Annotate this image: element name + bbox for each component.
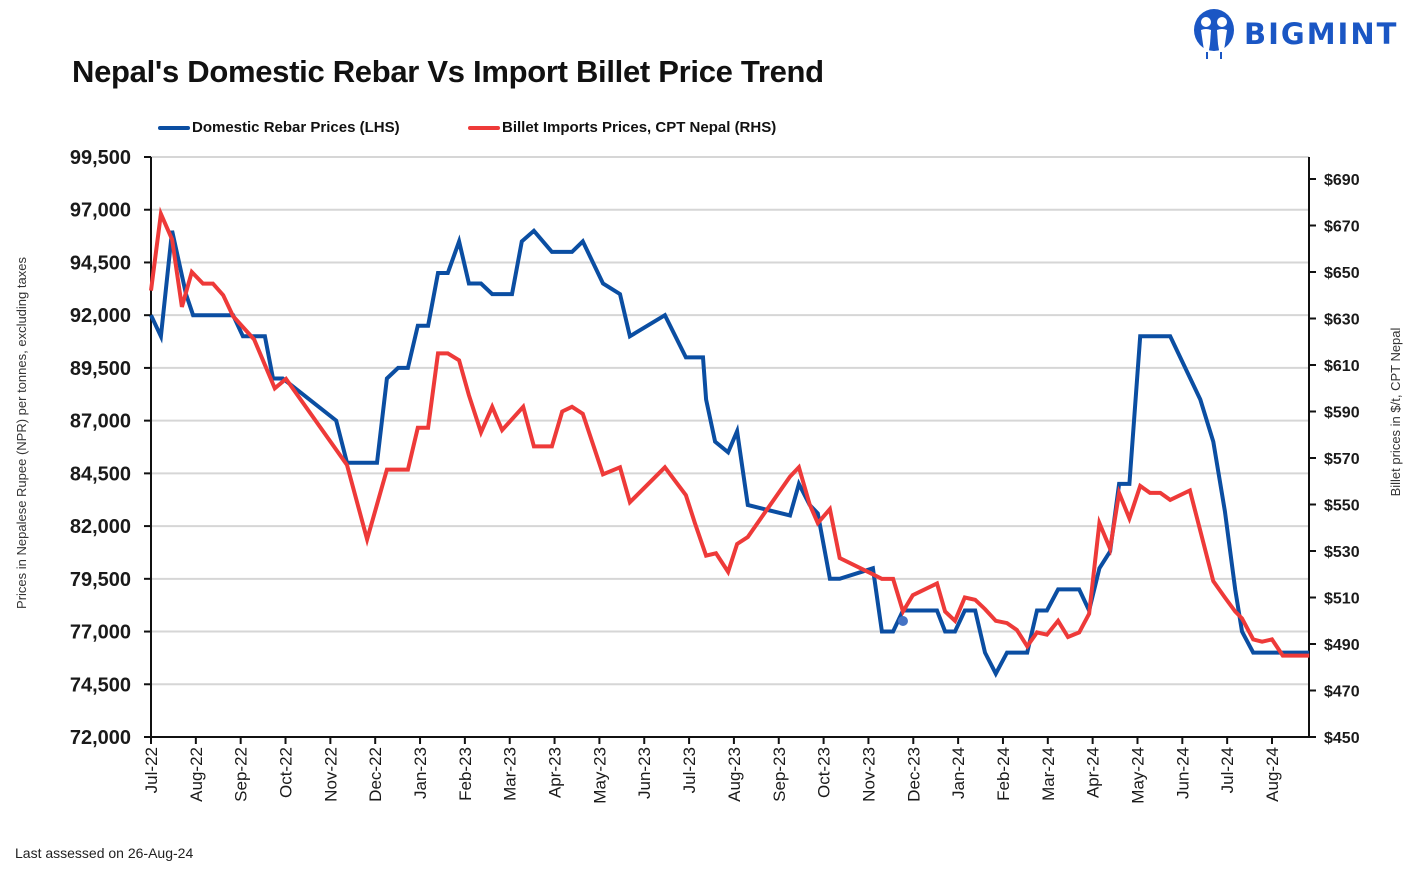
y-right-tick-label: $450 <box>1324 730 1360 747</box>
bigmint-people-icon <box>1194 9 1234 59</box>
x-tick-label: Jan-24 <box>949 747 968 799</box>
y-right-tick-label: $670 <box>1324 219 1360 236</box>
y-right-tick-label: $470 <box>1324 684 1360 701</box>
brand-logo: BIGMINT <box>1192 8 1398 60</box>
axes <box>150 157 1310 738</box>
y-left-tick-label: 87,000 <box>70 411 131 433</box>
x-tick-label: Mar-23 <box>501 747 520 801</box>
y-left-tick-label: 74,500 <box>70 674 131 696</box>
x-tick-label: Jul-23 <box>680 747 699 793</box>
x-tick-label: Jul-22 <box>142 747 161 793</box>
y-left-ticks: 72,000 74,500 77,000 79,500 82,000 84,500 87,0… <box>70 147 151 749</box>
y-right-tick-label: $610 <box>1324 358 1360 375</box>
x-tick-label: Mar-24 <box>1039 747 1058 801</box>
x-tick-label: Jun-24 <box>1173 747 1192 799</box>
y-right-tick-label: $630 <box>1324 312 1360 329</box>
y-left-tick-label: 89,500 <box>70 358 131 380</box>
y-left-tick-label: 77,000 <box>70 622 131 644</box>
legend-item-rebar: Domestic Rebar Prices (LHS) <box>158 119 400 136</box>
y-left-tick-label: 99,500 <box>70 147 131 169</box>
y-left-tick-label: 82,000 <box>70 516 131 538</box>
x-tick-label: Oct-23 <box>815 747 834 798</box>
y-left-tick-label: 84,500 <box>70 463 131 485</box>
x-tick-label: May-23 <box>590 747 609 804</box>
y-right-tick-label: $550 <box>1324 498 1360 515</box>
x-tick-label: Aug-22 <box>187 747 206 802</box>
legend-label-billet: Billet Imports Prices, CPT Nepal (RHS) <box>502 119 777 136</box>
x-tick-label: Oct-22 <box>277 747 296 798</box>
y-right-tick-label: $510 <box>1324 591 1360 608</box>
chart-title: Nepal's Domestic Rebar Vs Import Billet … <box>72 54 824 89</box>
x-tick-label: Apr-23 <box>546 747 565 798</box>
series-lines <box>149 206 1310 679</box>
x-tick-label: Nov-22 <box>321 747 340 802</box>
y-right-tick-label: $490 <box>1324 637 1360 654</box>
y-right-tick-label: $590 <box>1324 405 1360 422</box>
x-tick-label: Jul-24 <box>1218 747 1237 793</box>
x-tick-label: May-24 <box>1128 747 1147 804</box>
x-tick-label: Sep-22 <box>232 747 251 802</box>
y-right-tick-label: $530 <box>1324 544 1360 561</box>
legend-label-rebar: Domestic Rebar Prices (LHS) <box>192 119 400 136</box>
annotations <box>897 616 908 626</box>
data-point-marker <box>897 616 908 626</box>
x-ticks: Jul-22 Aug-22 Sep-22 Oct-22 Nov-22 Dec-22 Jan-… <box>142 737 1282 804</box>
y-left-axis-title: Prices in Nepalese Rupee (NPR) per tonne… <box>14 257 29 609</box>
y-right-tick-label: $650 <box>1324 265 1360 282</box>
legend-item-billet: Billet Imports Prices, CPT Nepal (RHS) <box>468 119 776 136</box>
x-tick-label: Feb-24 <box>994 747 1013 801</box>
series-line-billet-imports <box>149 206 1310 658</box>
series-line-domestic-rebar <box>149 227 1310 679</box>
x-tick-label: Dec-23 <box>904 747 923 802</box>
x-tick-label: Nov-23 <box>859 747 878 802</box>
y-left-tick-label: 97,000 <box>70 200 131 222</box>
x-tick-label: Sep-23 <box>770 747 789 802</box>
x-tick-label: Apr-24 <box>1084 747 1103 798</box>
y-right-tick-label: $570 <box>1324 451 1360 468</box>
brand-name: BIGMINT <box>1244 17 1399 51</box>
x-tick-label: Jan-23 <box>411 747 430 799</box>
x-tick-label: Feb-23 <box>456 747 475 801</box>
x-tick-label: Aug-23 <box>725 747 744 802</box>
y-left-tick-label: 94,500 <box>70 252 131 274</box>
y-right-tick-label: $690 <box>1324 172 1360 189</box>
legend-swatch-rebar <box>158 125 190 130</box>
legend-swatch-billet <box>468 125 500 130</box>
gridlines <box>151 156 1309 686</box>
y-left-tick-label: 72,000 <box>70 727 131 749</box>
y-right-axis-title: Billet prices in $/t, CPT Nepal <box>1388 327 1403 496</box>
x-tick-label: Dec-22 <box>366 747 385 802</box>
x-tick-label: Jun-23 <box>635 747 654 799</box>
y-left-tick-label: 79,500 <box>70 569 131 591</box>
last-assessed-note: Last assessed on 26-Aug-24 <box>15 845 194 861</box>
x-tick-label: Aug-24 <box>1263 747 1282 802</box>
y-left-tick-label: 92,000 <box>70 305 131 327</box>
y-right-ticks: $450 $470 $490 $510 $530 $550 $570 $590 $610 $630… <box>1309 172 1360 747</box>
